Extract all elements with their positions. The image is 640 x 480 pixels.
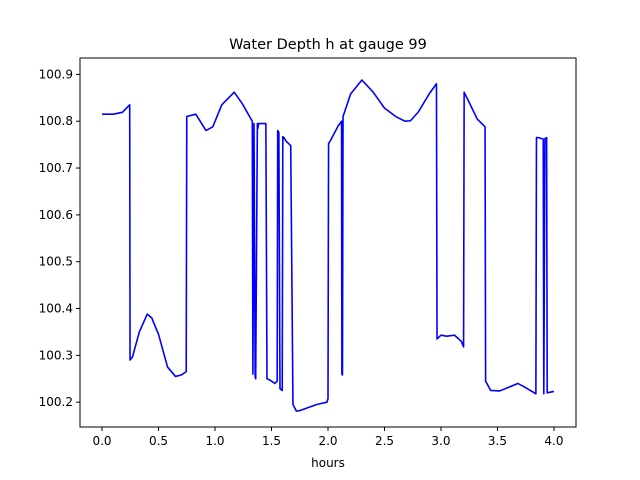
x-tick-label: 1.0 [205,434,224,448]
x-tick-label: 3.5 [488,434,507,448]
plot-area [102,79,555,412]
x-tick-label: 0.0 [92,434,111,448]
x-tick-label: 4.0 [544,434,563,448]
y-tick-label: 100.5 [39,255,73,269]
x-tick-label: 0.5 [149,434,168,448]
x-axis: 0.0 0.5 1.0 1.5 2.0 2.5 3.0 3.5 4.0 [92,427,564,448]
y-tick-label: 100.7 [39,161,73,175]
x-tick-label: 2.5 [375,434,394,448]
chart-title: Water Depth h at gauge 99 [229,37,427,53]
y-tick-label: 100.4 [39,302,73,316]
x-axis-label: hours [311,456,345,470]
y-tick-label: 100.9 [39,67,73,81]
y-tick-label: 100.8 [39,114,73,128]
y-tick-label: 100.2 [39,395,73,409]
x-tick-label: 2.0 [318,434,337,448]
y-tick-label: 100.6 [39,208,73,222]
y-tick-label: 100.3 [39,348,73,362]
x-tick-label: 1.5 [262,434,281,448]
series-line-0 [102,79,555,412]
series-layer [102,79,555,412]
y-axis: 100.2 100.3 100.4 100.5 100.6 100.7 100.8 100.9 [39,67,80,409]
x-tick-label: 3.0 [431,434,450,448]
